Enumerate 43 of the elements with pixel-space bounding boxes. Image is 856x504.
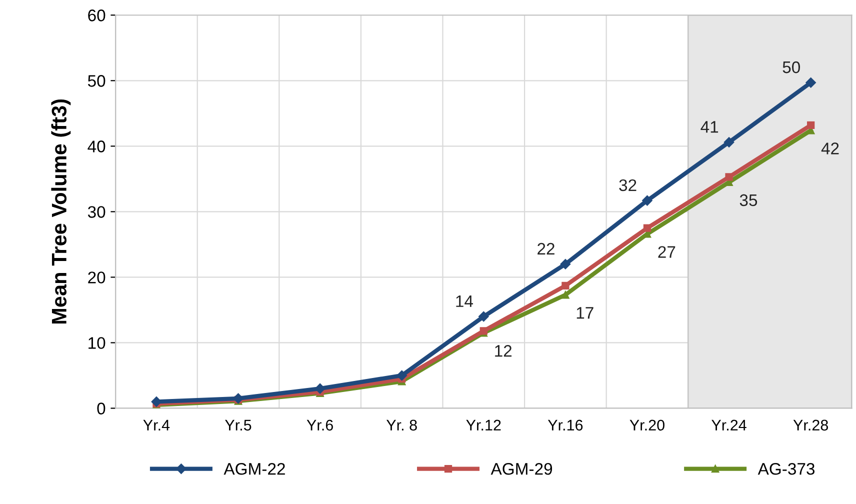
point xyxy=(725,173,733,181)
point xyxy=(643,224,652,232)
y-axis-title: Mean Tree Volume (ft3) xyxy=(51,99,71,324)
point xyxy=(560,258,571,270)
legend-label: AG-373 xyxy=(758,462,815,475)
data-label: 42 xyxy=(821,142,839,154)
legend-label: AGM-29 xyxy=(490,462,552,475)
y-tick-label: 30 xyxy=(88,206,106,218)
x-tick-label: Yr.20 xyxy=(630,420,664,431)
x-tick-label: Yr.5 xyxy=(225,420,252,431)
y-tick-label: 60 xyxy=(88,10,106,22)
x-tick-label: Yr.12 xyxy=(466,420,501,430)
data-label: 35 xyxy=(740,194,758,206)
x-tick-label: Yr.28 xyxy=(793,420,828,431)
x-tick-label: Yr.6 xyxy=(306,420,333,431)
x-tick-label: Yr. 8 xyxy=(386,420,417,431)
point xyxy=(396,370,407,381)
y-tick-label: 20 xyxy=(88,272,106,284)
data-label: 14 xyxy=(456,295,473,307)
point xyxy=(562,282,570,290)
data-label: 27 xyxy=(658,246,676,258)
data-label: 32 xyxy=(619,179,636,192)
x-tick-label: Yr.4 xyxy=(143,420,170,430)
point xyxy=(806,77,816,88)
data-label: 12 xyxy=(495,345,512,357)
point xyxy=(233,393,244,404)
point xyxy=(724,137,734,148)
point xyxy=(478,311,489,322)
point xyxy=(562,291,570,299)
point xyxy=(314,383,326,394)
y-tick-label: 50 xyxy=(88,75,106,87)
x-tick-label: Yr.24 xyxy=(712,420,746,430)
legend-label: AGM-22 xyxy=(224,462,285,475)
point xyxy=(807,121,815,130)
data-label: 41 xyxy=(700,121,718,133)
data-label: 17 xyxy=(576,307,594,319)
data-label: 22 xyxy=(538,242,554,255)
y-tick-label: 0 xyxy=(97,402,106,414)
y-tick-label: 10 xyxy=(88,337,106,349)
point xyxy=(642,195,652,206)
y-tick-label: 40 xyxy=(88,140,106,152)
x-tick-label: Yr.16 xyxy=(548,420,583,431)
data-label: 50 xyxy=(782,61,800,74)
